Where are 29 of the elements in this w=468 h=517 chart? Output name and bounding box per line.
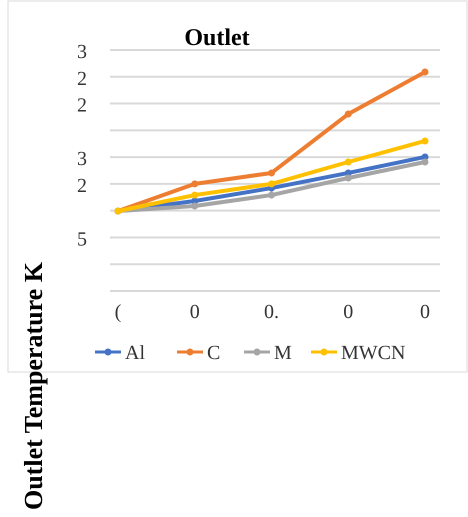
point bbox=[344, 158, 352, 166]
legend-label: MWCN bbox=[341, 342, 406, 364]
chart-title: Outlet bbox=[184, 25, 250, 51]
point bbox=[191, 192, 198, 199]
text: 2 bbox=[77, 94, 87, 117]
text: 2 bbox=[77, 68, 87, 90]
x-tick-label: 0 bbox=[343, 301, 354, 323]
x-tick-label: 0 bbox=[420, 301, 430, 323]
text: 3 bbox=[77, 41, 87, 63]
text: 3 bbox=[77, 148, 87, 170]
point bbox=[191, 180, 198, 188]
text: 5 bbox=[77, 228, 87, 250]
point bbox=[422, 68, 428, 76]
legend-label: M bbox=[274, 342, 292, 364]
point bbox=[191, 202, 198, 210]
x-tick-label: ( bbox=[114, 301, 122, 323]
point bbox=[422, 137, 428, 144]
y-axis-title: Outlet Temperature K bbox=[19, 261, 48, 510]
x-tick-label: 0. bbox=[264, 301, 279, 323]
legend-label: C bbox=[207, 342, 220, 364]
point bbox=[344, 174, 352, 182]
point bbox=[268, 169, 275, 176]
point bbox=[344, 110, 352, 118]
point bbox=[268, 192, 275, 199]
point bbox=[268, 180, 275, 188]
x-tick-label: 0 bbox=[190, 301, 200, 323]
text: 2 bbox=[77, 174, 87, 197]
point bbox=[422, 158, 428, 166]
legend-label: Al bbox=[125, 342, 146, 364]
